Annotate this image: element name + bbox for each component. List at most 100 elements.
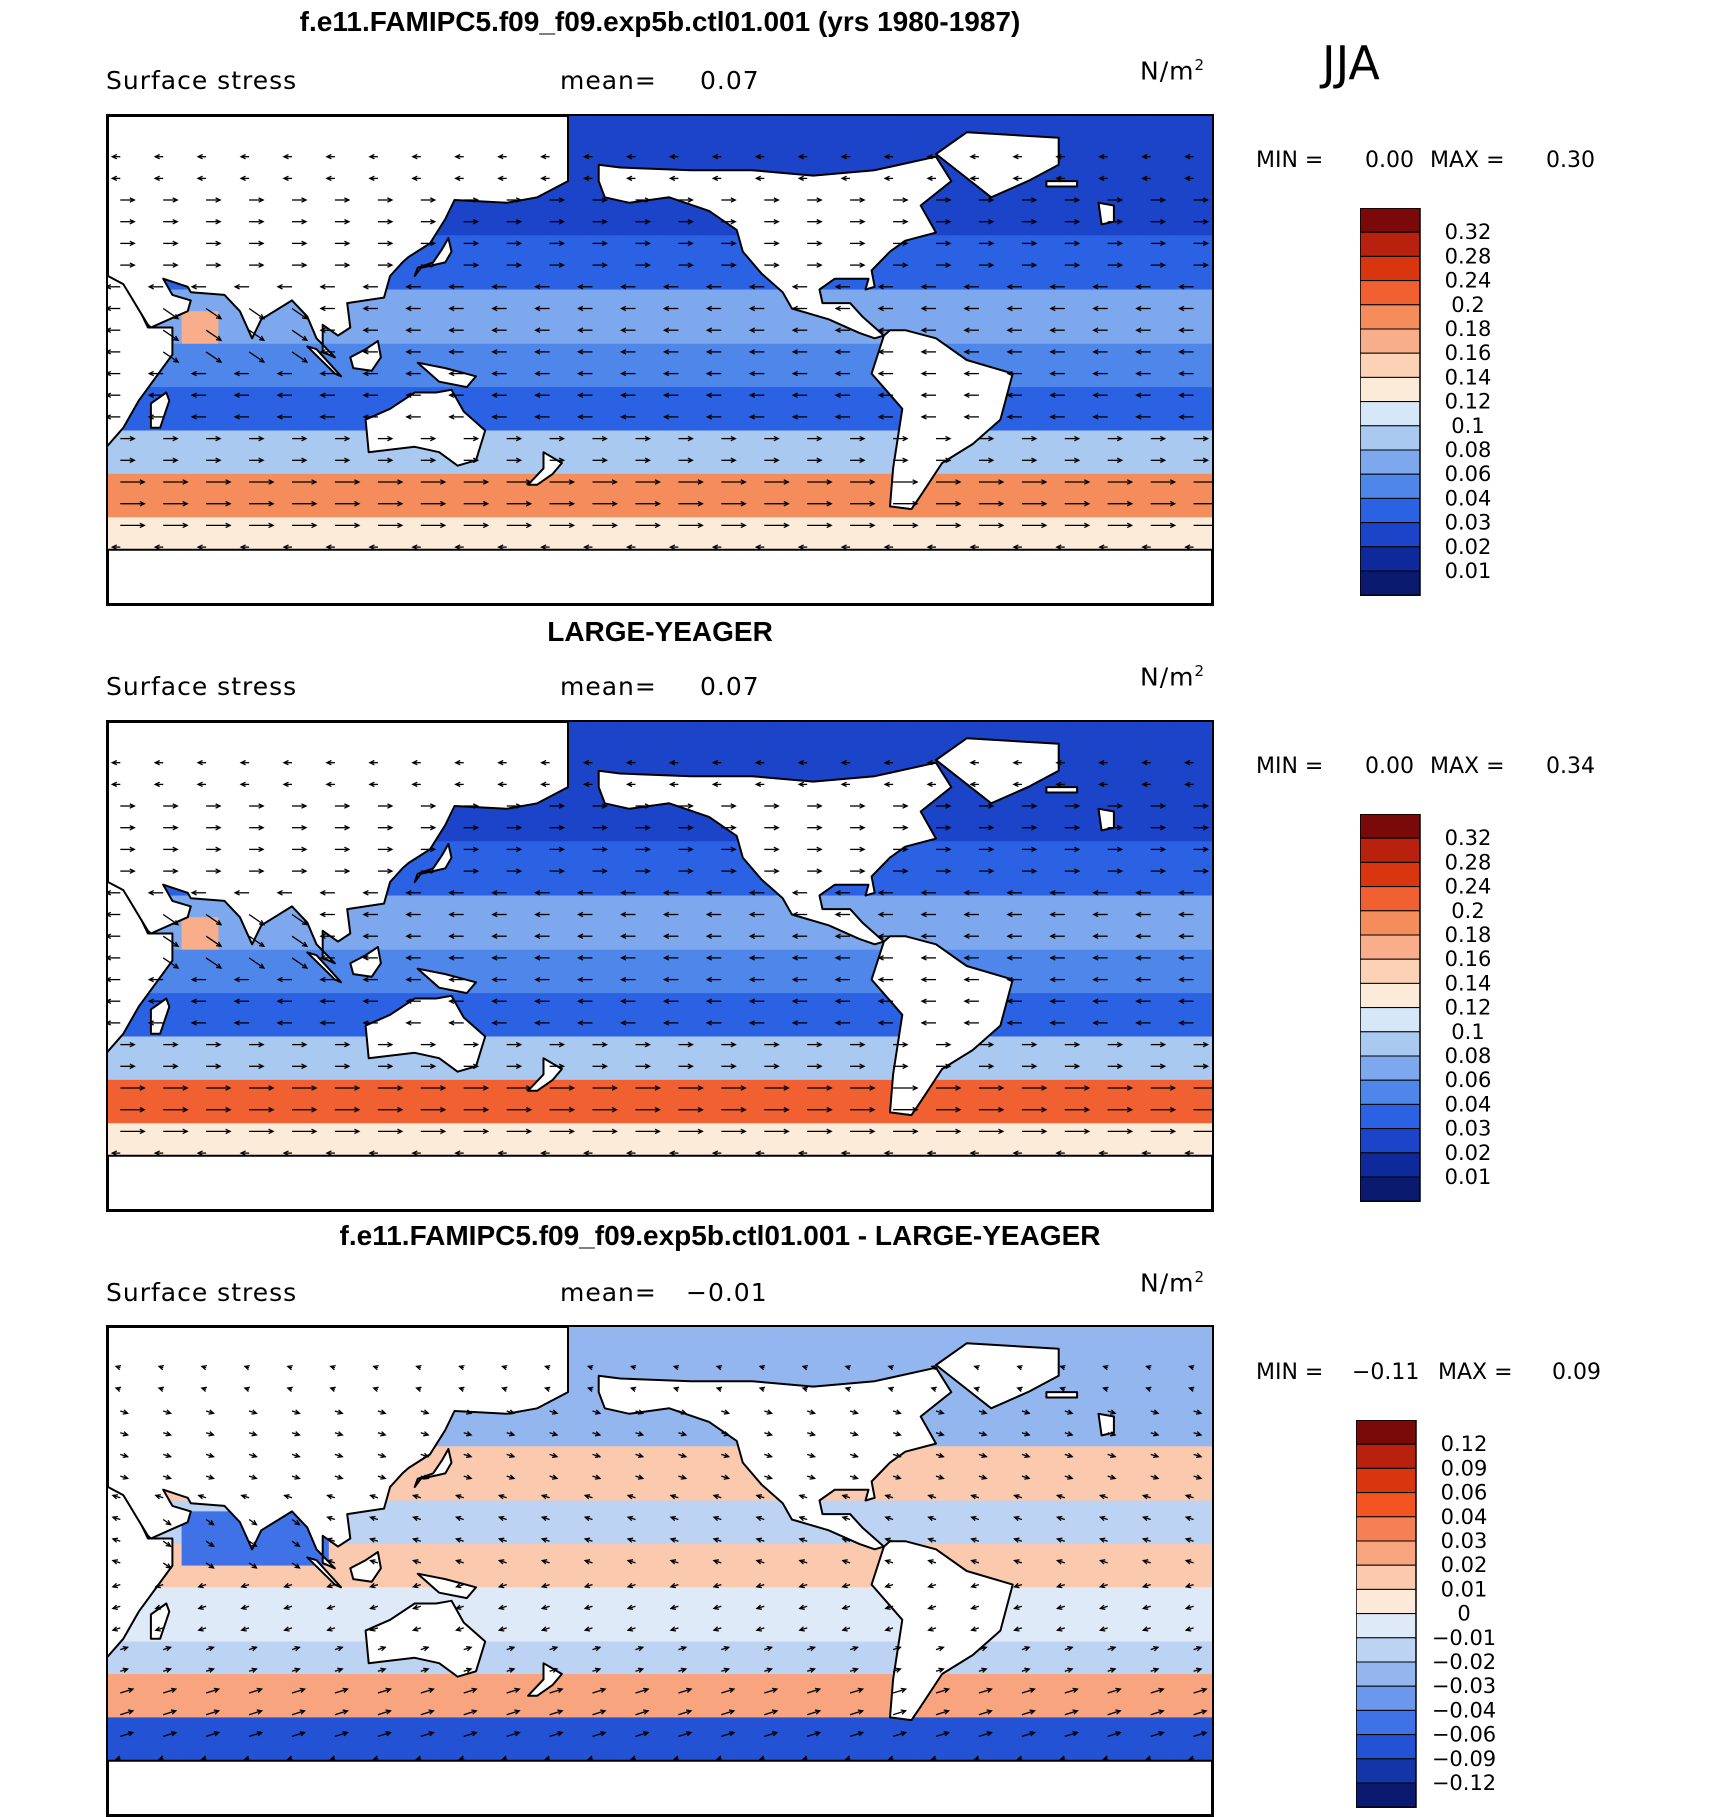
colorbar-tick-label: 0.2: [1451, 293, 1484, 317]
panel-2-mean-value: 0.07: [700, 672, 760, 701]
panel-2-max-label: MAX =: [1430, 754, 1505, 779]
colorbar-swatch: [1360, 281, 1420, 305]
colorbar-swatch: [1356, 1493, 1416, 1517]
colorbar-swatch: [1360, 571, 1420, 595]
colorbar-tick-label: 0.04: [1441, 1505, 1488, 1529]
panel-3-map: [106, 1325, 1214, 1817]
colorbar-swatch: [1360, 377, 1420, 401]
colorbar-tick-label: 0.1: [1451, 1020, 1484, 1044]
colorbar-swatch: [1360, 911, 1420, 935]
colorbar-tick-label: 0.08: [1445, 438, 1492, 462]
colorbar-swatch: [1356, 1444, 1416, 1468]
colorbar-swatch: [1356, 1614, 1416, 1638]
colorbar-swatch: [1356, 1662, 1416, 1686]
colorbar-tick-label: 0.06: [1441, 1481, 1488, 1505]
panel-1-min-label: MIN =: [1256, 148, 1323, 173]
colorbar-tick-label: 0.02: [1441, 1553, 1488, 1577]
panel-2-max-value: 0.34: [1546, 754, 1595, 779]
colorbar-tick-label: 0.24: [1445, 875, 1492, 899]
panel-1-title: f.e11.FAMIPC5.f09_f09.exp5b.ctl01.001 (y…: [300, 6, 1021, 38]
panel-3-max-label: MAX =: [1438, 1360, 1513, 1385]
colorbar-swatch: [1360, 305, 1420, 329]
panel-1-max-label: MAX =: [1430, 148, 1505, 173]
colorbar-tick-label: 0.18: [1445, 923, 1492, 947]
colorbar-tick-label: 0.14: [1445, 365, 1492, 389]
panel-1-min-value: 0.00: [1365, 148, 1414, 173]
colorbar-swatch: [1360, 862, 1420, 886]
panel-2-min-value: 0.00: [1365, 754, 1414, 779]
colorbar-swatch: [1356, 1565, 1416, 1589]
colorbar-tick-label: 0.14: [1445, 971, 1492, 995]
colorbar-swatch: [1360, 959, 1420, 983]
panel-2-units: N/m2: [1140, 662, 1205, 691]
panel-3-mean-label: mean=: [560, 1278, 657, 1307]
colorbar-tick-label: 0.06: [1445, 462, 1492, 486]
colorbar-swatch: [1356, 1710, 1416, 1734]
colorbar-tick-label: 0.09: [1441, 1456, 1488, 1480]
colorbar-swatch: [1360, 547, 1420, 571]
season-label: JJA: [1322, 36, 1380, 90]
colorbar-tick-label: 0.08: [1445, 1044, 1492, 1068]
panel-1-mean-label: mean=: [560, 66, 657, 95]
colorbar-swatch: [1360, 353, 1420, 377]
panel-2-mean-label: mean=: [560, 672, 657, 701]
panel-3-mean-value: −0.01: [686, 1278, 768, 1307]
colorbar-swatch: [1360, 450, 1420, 474]
panel-2-title: LARGE-YEAGER: [547, 616, 773, 648]
panel-1-max-value: 0.30: [1546, 148, 1595, 173]
colorbar-swatch: [1356, 1783, 1416, 1807]
colorbar-swatch: [1360, 1177, 1420, 1201]
colorbar-swatch: [1356, 1638, 1416, 1662]
colorbar-swatch: [1360, 498, 1420, 522]
colorbar-tick-label: 0: [1457, 1602, 1470, 1626]
colorbar-swatch: [1360, 402, 1420, 426]
colorbar-swatch: [1360, 1008, 1420, 1032]
panel-3-min-value: −0.11: [1352, 1360, 1419, 1385]
colorbar-tick-label: 0.01: [1445, 559, 1492, 583]
colorbar-swatch: [1356, 1589, 1416, 1613]
colorbar-tick-label: 0.04: [1445, 1092, 1492, 1116]
colorbar-tick-label: 0.03: [1445, 1117, 1492, 1141]
panel-3-variable: Surface stress: [106, 1278, 297, 1307]
colorbar-swatch: [1360, 1080, 1420, 1104]
colorbar-swatch: [1356, 1759, 1416, 1783]
colorbar-swatch: [1360, 838, 1420, 862]
colorbar-swatch: [1356, 1468, 1416, 1492]
colorbar-swatch: [1356, 1420, 1416, 1444]
colorbar-tick-label: 0.04: [1445, 486, 1492, 510]
colorbar-tick-label: −0.03: [1432, 1674, 1496, 1698]
colorbar-tick-label: 0.12: [1445, 390, 1492, 414]
colorbar-tick-label: −0.09: [1432, 1747, 1496, 1771]
colorbar-swatch: [1360, 1153, 1420, 1177]
panel-1-map: [106, 114, 1214, 606]
panel-2-map: [106, 720, 1214, 1212]
colorbar-swatch: [1360, 935, 1420, 959]
colorbar-tick-label: −0.06: [1432, 1723, 1496, 1747]
panel-1-units: N/m2: [1140, 56, 1205, 85]
colorbar-tick-label: 0.03: [1445, 511, 1492, 535]
colorbar-tick-label: 0.16: [1445, 341, 1492, 365]
colorbar-tick-label: −0.02: [1432, 1650, 1496, 1674]
colorbar-tick-label: 0.18: [1445, 317, 1492, 341]
colorbar-tick-label: 0.28: [1445, 850, 1492, 874]
colorbar-tick-label: 0.02: [1445, 1141, 1492, 1165]
colorbar-tick-label: 0.02: [1445, 535, 1492, 559]
colorbar-swatch: [1360, 1104, 1420, 1128]
colorbar-swatch: [1360, 1129, 1420, 1153]
colorbar-swatch: [1360, 208, 1420, 232]
colorbar-swatch: [1360, 1032, 1420, 1056]
colorbar-swatch: [1356, 1517, 1416, 1541]
colorbar-tick-label: 0.06: [1445, 1068, 1492, 1092]
colorbar-tick-label: 0.24: [1445, 269, 1492, 293]
colorbar-tick-label: 0.28: [1445, 244, 1492, 268]
colorbar-tick-label: 0.16: [1445, 947, 1492, 971]
colorbar-swatch: [1356, 1686, 1416, 1710]
colorbar-tick-label: 0.1: [1451, 414, 1484, 438]
panel-3-units: N/m2: [1140, 1268, 1205, 1297]
colorbar-swatch: [1360, 256, 1420, 280]
colorbar-swatch: [1356, 1735, 1416, 1759]
colorbar-swatch: [1360, 232, 1420, 256]
